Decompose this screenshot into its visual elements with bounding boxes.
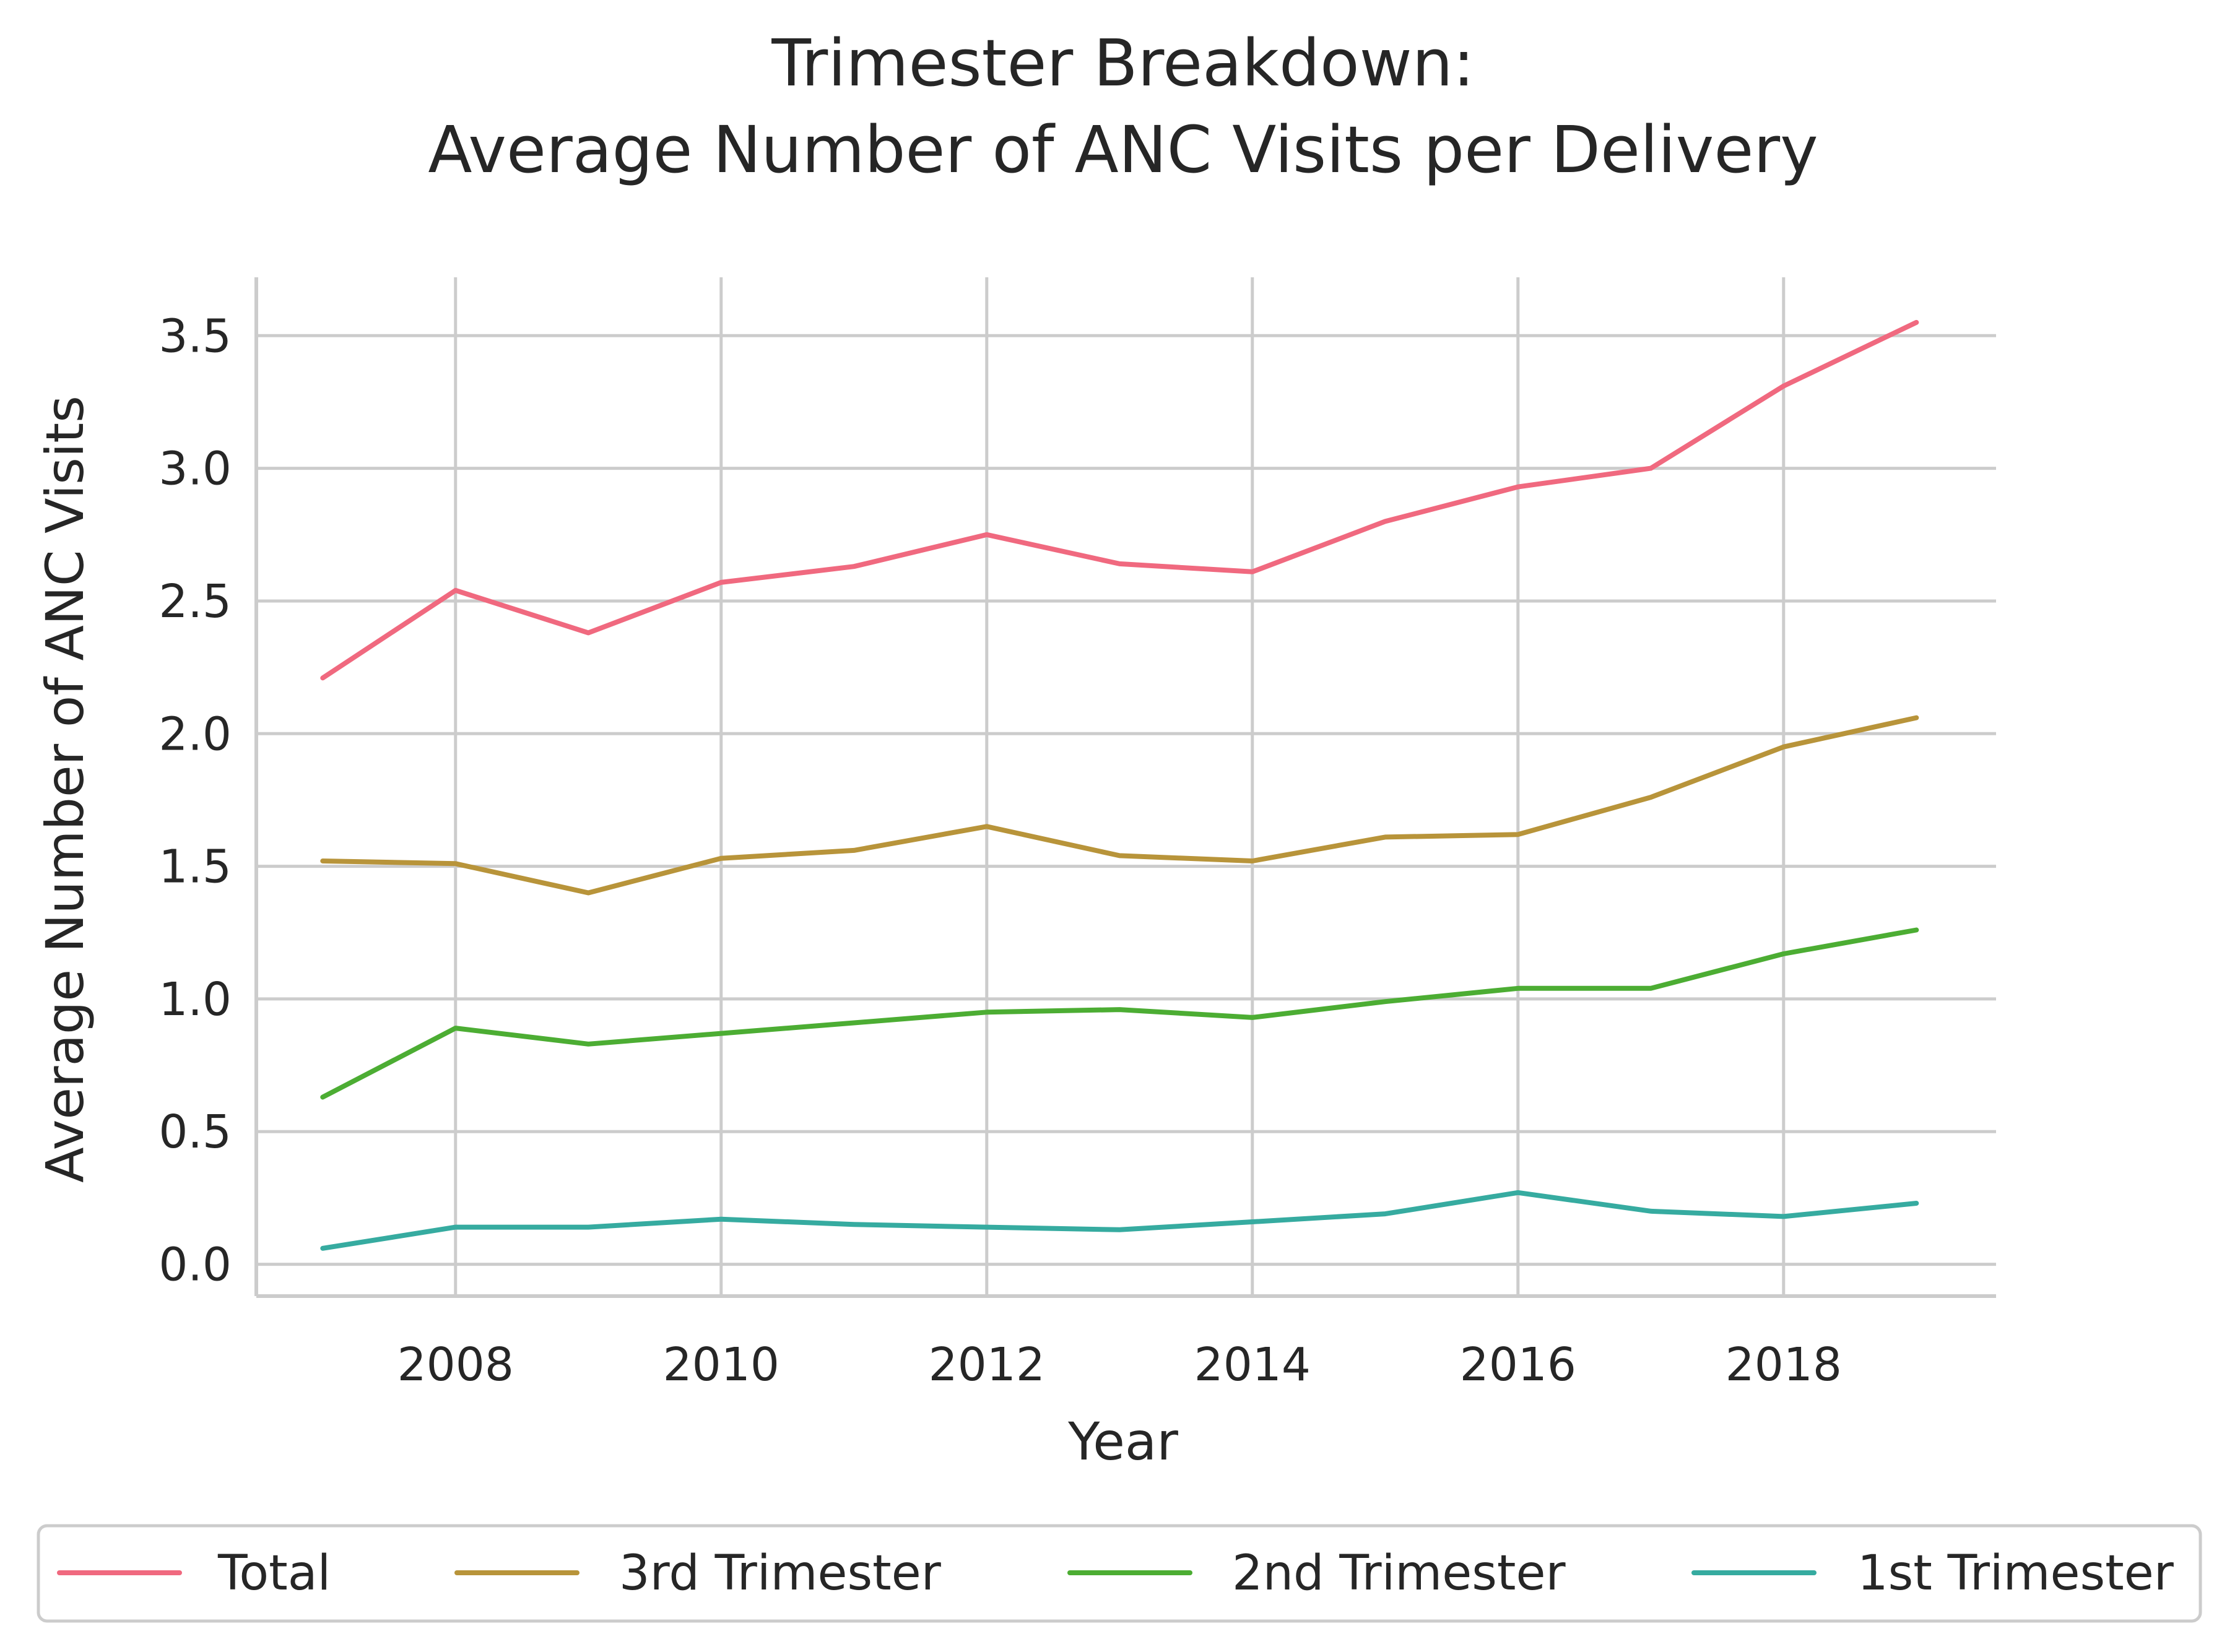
x-axis-label: Year — [1067, 1411, 1178, 1472]
y-tick-label: 1.5 — [158, 841, 232, 894]
y-tick-label: 1.0 — [158, 973, 232, 1026]
y-tick-label: 3.5 — [158, 309, 232, 363]
x-tick-labels: 2008 2010 2012 2014 2016 2018 — [397, 1338, 1842, 1391]
legend-items: Total 3rd Trimester 2nd Trimester 1st Trime… — [57, 1546, 2174, 1601]
y-tick-label: 2.5 — [158, 575, 232, 628]
chart-title-line-1: Trimester Breakdown: — [771, 25, 1474, 101]
series-line-2nd-trimester — [320, 927, 1919, 1100]
series-line-total — [320, 319, 1919, 681]
series-line-1st-trimester — [320, 1190, 1919, 1251]
grid — [256, 277, 1996, 1296]
legend-label-3rd-trimester: 3rd Trimester — [619, 1546, 942, 1601]
y-tick-label: 2.0 — [158, 707, 232, 761]
x-tick-label: 2018 — [1726, 1338, 1842, 1391]
x-tick-label: 2010 — [663, 1338, 779, 1391]
y-tick-labels: 0.0 0.5 1.0 1.5 2.0 2.5 3.0 3.5 — [158, 309, 232, 1291]
x-tick-label: 2012 — [929, 1338, 1045, 1391]
legend-label-total: Total — [217, 1546, 331, 1601]
legend: Total 3rd Trimester 2nd Trimester 1st Trime… — [37, 1524, 2202, 1623]
legend-label-2nd-trimester: 2nd Trimester — [1232, 1546, 1566, 1601]
x-tick-label: 2014 — [1194, 1338, 1311, 1391]
series-line-3rd-trimester — [320, 715, 1919, 896]
x-tick-label: 2016 — [1460, 1338, 1576, 1391]
chart-title-line-2: Average Number of ANC Visits per Deliver… — [428, 112, 1818, 188]
y-tick-label: 0.0 — [158, 1239, 232, 1292]
series-lines — [320, 319, 1919, 1251]
y-tick-label: 3.0 — [158, 443, 232, 496]
legend-label-1st-trimester: 1st Trimester — [1857, 1546, 2174, 1601]
y-tick-label: 0.5 — [158, 1105, 232, 1159]
y-axis-label: Average Number of ANC Visits — [35, 396, 95, 1183]
x-tick-label: 2008 — [397, 1338, 514, 1391]
axes-spines — [254, 277, 1996, 1298]
